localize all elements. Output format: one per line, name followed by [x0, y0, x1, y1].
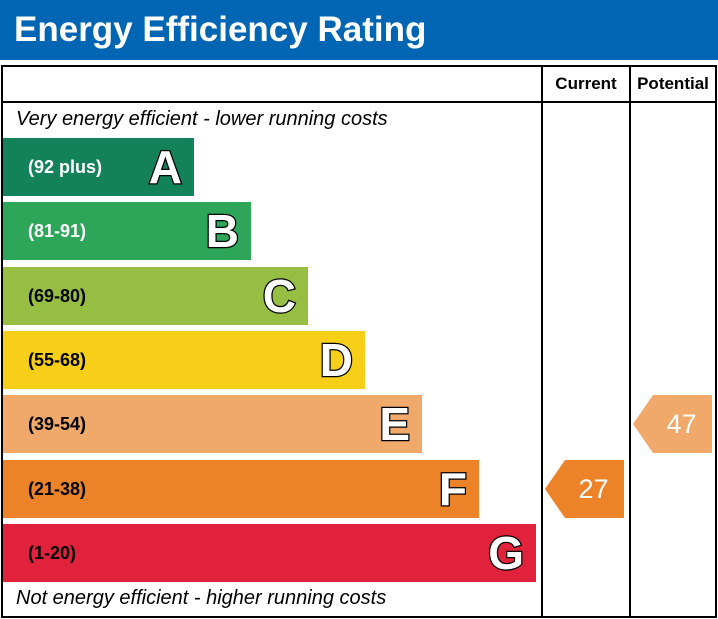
band-e-range: (39-54) [28, 414, 87, 434]
band-f-letter: F [438, 462, 469, 517]
current-rating-arrow: 27 [545, 460, 624, 518]
band-f: (21-38) F [3, 460, 479, 518]
band-b-range: (81-91) [28, 221, 87, 241]
band-e: (39-54) E [3, 395, 422, 453]
bottom-note: Not energy efficient - higher running co… [16, 587, 387, 609]
band-a-range: (92 plus) [28, 157, 103, 177]
band-a-letter: A [148, 140, 184, 195]
potential-column-divider [629, 65, 631, 618]
current-column-divider [541, 65, 543, 618]
rating-table-frame [1, 65, 717, 618]
header-row-divider [1, 101, 717, 103]
band-e-letter: E [378, 397, 411, 452]
page-title: Energy Efficiency Rating [0, 0, 718, 60]
band-g-letter: G [487, 526, 525, 581]
band-c-range: (69-80) [28, 286, 87, 306]
band-a: (92 plus) A [3, 138, 194, 196]
band-d-letter: D [319, 333, 355, 388]
band-d: (55-68) D [3, 331, 365, 389]
band-c-letter: C [262, 269, 298, 324]
band-d-range: (55-68) [28, 350, 87, 370]
current-column-header: Current [555, 74, 617, 93]
band-c: (69-80) C [3, 267, 308, 325]
band-b: (81-91) B [3, 202, 251, 260]
potential-column-header: Potential [637, 74, 709, 93]
top-note: Very energy efficient - lower running co… [16, 108, 388, 130]
potential-rating-value: 47 [666, 409, 697, 439]
band-g: (1-20) G [3, 524, 536, 582]
band-f-range: (21-38) [28, 479, 87, 499]
current-rating-value: 27 [578, 474, 609, 504]
band-g-range: (1-20) [28, 543, 77, 563]
band-b-letter: B [205, 204, 241, 259]
